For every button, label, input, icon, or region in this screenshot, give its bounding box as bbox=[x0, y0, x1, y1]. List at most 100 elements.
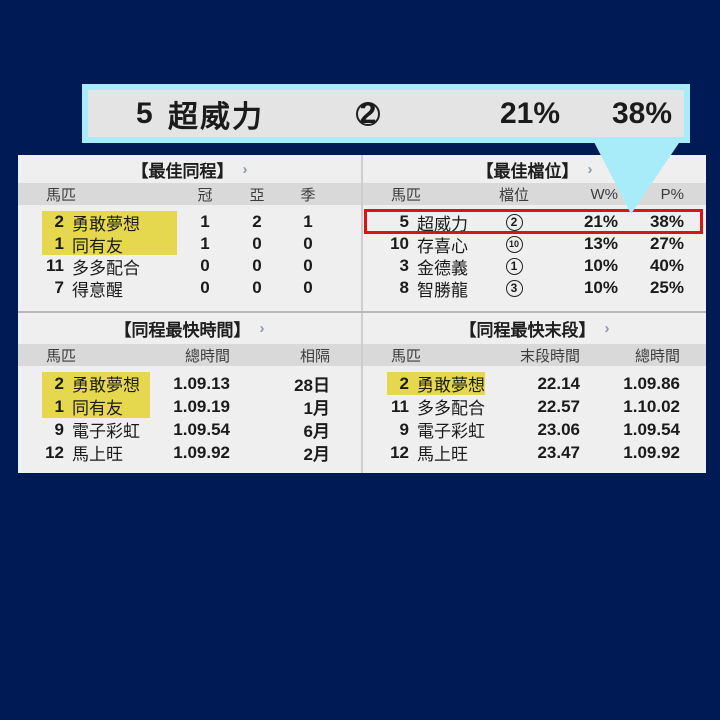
rows: 2 勇敢夢想 1 2 1 1 同有友 1 0 0 bbox=[18, 205, 361, 300]
win-count: 1 bbox=[200, 212, 210, 231]
table-row: 12 馬上旺 1.09.92 2月 bbox=[18, 441, 361, 465]
time-since: 1月 bbox=[303, 399, 330, 418]
bottom-half: 【同程最快時間】 › 馬匹 總時間 相隔 2 勇敢夢想 1.09.13 28日 bbox=[18, 313, 706, 473]
horse-name: 得意醒 bbox=[72, 280, 123, 300]
horse-name: 勇敢夢想 bbox=[72, 214, 140, 234]
sectional-time: 23.06 bbox=[537, 419, 580, 439]
chevron-right-icon: › bbox=[587, 160, 593, 178]
horse-name: 同有友 bbox=[72, 399, 123, 418]
horse-number: 8 bbox=[399, 278, 409, 297]
horse-cell: 12 馬上旺 bbox=[387, 441, 485, 465]
second-count: 2 bbox=[252, 212, 262, 231]
table-row: 8 智勝龍 3 10% 25% bbox=[363, 277, 706, 300]
horse-number: 9 bbox=[54, 419, 64, 439]
horse-number: 5 bbox=[399, 212, 409, 231]
time-since: 28日 bbox=[294, 376, 330, 395]
sectional-time: 22.57 bbox=[537, 396, 580, 416]
horse-number: 7 bbox=[54, 278, 64, 297]
panel-title-text: 【最佳檔位】 bbox=[476, 161, 579, 181]
header-horse: 馬匹 bbox=[391, 347, 422, 365]
horse-cell-highlighted: 1 同有友 bbox=[42, 233, 177, 256]
callout-horse-number: 5 bbox=[136, 96, 153, 130]
time-since: 6月 bbox=[303, 422, 330, 441]
chevron-right-icon: › bbox=[259, 320, 265, 337]
header-time-since: 相隔 bbox=[299, 347, 330, 365]
place-percent: 38% bbox=[649, 212, 684, 231]
horse-cell-highlighted: 2 勇敢夢想 bbox=[387, 372, 485, 395]
panel-title-fastest-final-section[interactable]: 【同程最快末段】 › bbox=[363, 313, 706, 344]
gate-number-circle: 10 bbox=[505, 235, 523, 253]
top-half: 【最佳同程】 › 馬匹 冠 亞 季 2 勇敢夢想 1 2 1 bbox=[18, 155, 706, 311]
total-time: 1.09.86 bbox=[623, 373, 680, 393]
horse-name: 金德義 bbox=[417, 258, 468, 278]
horse-number: 11 bbox=[391, 396, 409, 416]
table-row: 9 電子彩虹 1.09.54 6月 bbox=[18, 418, 361, 442]
horse-number: 2 bbox=[54, 212, 64, 231]
table-row: 3 金德義 1 10% 40% bbox=[363, 255, 706, 278]
horse-number: 2 bbox=[54, 373, 64, 393]
panel-title-fastest-time[interactable]: 【同程最快時間】 › bbox=[18, 313, 361, 344]
total-time: 1.09.54 bbox=[173, 419, 230, 439]
header-horse: 馬匹 bbox=[391, 186, 422, 204]
header-second: 亞 bbox=[249, 186, 265, 204]
horizontal-divider bbox=[18, 311, 706, 313]
horse-cell-highlighted: 2 勇敢夢想 bbox=[42, 211, 177, 234]
horse-name: 勇敢夢想 bbox=[417, 376, 485, 395]
horse-name: 馬上旺 bbox=[72, 445, 123, 464]
sectional-time: 22.14 bbox=[537, 373, 580, 393]
rows: 2 勇敢夢想 22.14 1.09.86 11 多多配合 22.57 1.10.… bbox=[363, 366, 706, 464]
gate-cell: 3 bbox=[482, 279, 546, 297]
callout-win-percent: 21% bbox=[499, 96, 560, 130]
header-place-percent: P% bbox=[660, 185, 684, 203]
panel-best-gate: 【最佳檔位】 › 馬匹 檔位 W% P% 5 超威力 2 21% 38% bbox=[363, 155, 706, 311]
third-count: 0 bbox=[303, 256, 313, 275]
horse-name: 超威力 bbox=[417, 214, 468, 234]
table-row: 7 得意醒 0 0 0 bbox=[18, 277, 361, 300]
rows: 2 勇敢夢想 1.09.13 28日 1 同有友 1.09.19 1月 bbox=[18, 366, 361, 464]
horse-name: 同有友 bbox=[72, 236, 123, 256]
horse-name: 馬上旺 bbox=[417, 445, 468, 464]
horse-name: 智勝龍 bbox=[417, 280, 468, 300]
statistics-board: 【最佳同程】 › 馬匹 冠 亞 季 2 勇敢夢想 1 2 1 bbox=[18, 155, 706, 473]
header-total-time: 總時間 bbox=[184, 347, 230, 365]
gate-number-circle: 3 bbox=[505, 279, 523, 297]
gate-number-circle: 1 bbox=[505, 257, 523, 275]
table-row: 2 勇敢夢想 22.14 1.09.86 bbox=[363, 372, 706, 395]
vertical-divider bbox=[361, 155, 363, 311]
place-percent: 25% bbox=[649, 278, 684, 297]
table-row: 11 多多配合 22.57 1.10.02 bbox=[363, 395, 706, 419]
horse-name: 多多配合 bbox=[72, 258, 140, 278]
header-win: 冠 bbox=[197, 186, 213, 204]
win-count: 1 bbox=[200, 234, 210, 253]
place-percent: 27% bbox=[649, 234, 684, 253]
horse-cell-highlighted: 1 同有友 bbox=[42, 395, 150, 418]
column-headers: 馬匹 總時間 相隔 bbox=[18, 344, 361, 366]
sectional-time: 23.47 bbox=[537, 442, 580, 462]
panel-title-best-same-course[interactable]: 【最佳同程】 › bbox=[18, 155, 361, 183]
horse-name: 多多配合 bbox=[417, 399, 485, 418]
header-gate: 檔位 bbox=[498, 186, 529, 204]
rows: 5 超威力 2 21% 38% 10 存喜心 10 13% 27% bbox=[363, 205, 706, 300]
horse-cell: 9 電子彩虹 bbox=[42, 418, 150, 442]
horse-number: 1 bbox=[54, 396, 64, 416]
panel-best-same-course: 【最佳同程】 › 馬匹 冠 亞 季 2 勇敢夢想 1 2 1 bbox=[18, 155, 361, 311]
header-win-percent: W% bbox=[590, 185, 619, 203]
horse-number: 12 bbox=[390, 442, 409, 462]
horse-cell: 11 多多配合 bbox=[387, 395, 485, 419]
second-count: 0 bbox=[252, 256, 262, 275]
total-time: 1.09.54 bbox=[623, 419, 680, 439]
callout-content: 5 超威力 2 21% 38% bbox=[88, 90, 684, 137]
column-headers: 馬匹 末段時間 總時間 bbox=[363, 344, 706, 366]
panel-title-best-gate[interactable]: 【最佳檔位】 › bbox=[363, 155, 706, 183]
horse-cell: 7 得意醒 bbox=[42, 277, 177, 300]
column-headers: 馬匹 檔位 W% P% bbox=[363, 183, 706, 205]
horse-cell: 3 金德義 bbox=[387, 255, 482, 278]
horse-cell: 9 電子彩虹 bbox=[387, 418, 485, 442]
horse-name: 存喜心 bbox=[417, 236, 468, 256]
time-since: 2月 bbox=[303, 445, 330, 464]
total-time: 1.09.92 bbox=[173, 442, 230, 462]
column-headers: 馬匹 冠 亞 季 bbox=[18, 183, 361, 205]
place-percent: 40% bbox=[649, 256, 684, 275]
win-count: 0 bbox=[200, 256, 210, 275]
win-percent: 10% bbox=[583, 256, 618, 275]
